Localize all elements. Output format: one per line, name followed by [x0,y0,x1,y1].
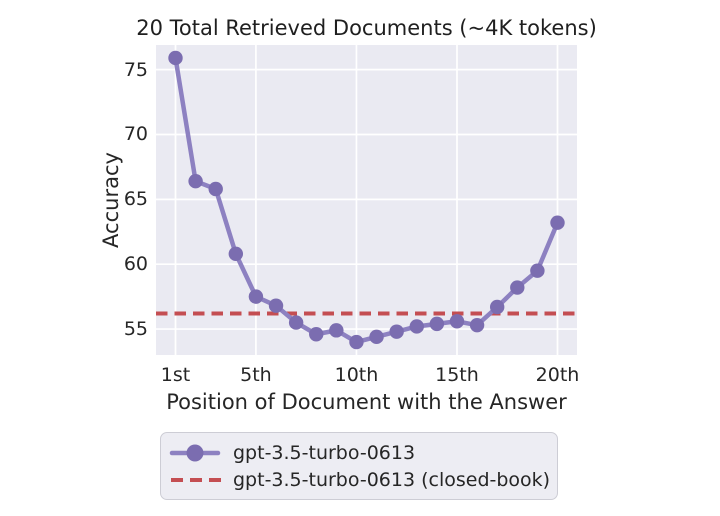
data-point-marker [550,215,565,230]
legend-label: gpt-3.5-turbo-0613 [233,441,416,464]
chart-title: 20 Total Retrieved Documents (~4K tokens… [136,16,597,40]
x-tick-label: 15th [435,364,479,386]
data-point-marker [228,246,244,262]
y-tick-label: 70 [123,123,148,146]
data-point-marker [510,280,525,295]
y-tick-label: 65 [123,188,148,211]
data-point-marker [349,334,364,350]
legend-line-marker-sample [169,444,221,461]
y-tick-label: 55 [123,318,148,341]
data-point-marker [168,50,183,66]
data-point-marker [208,181,223,197]
legend: gpt-3.5-turbo-0613 gpt-3.5-turbo-0613 (c… [160,432,558,500]
legend-item: gpt-3.5-turbo-0613 [169,439,545,466]
x-tick-label: 1st [160,364,191,386]
data-point-marker [530,263,545,278]
data-point-marker [288,315,304,330]
data-point-marker [449,314,465,329]
data-point-marker [469,317,485,333]
x-tick-label: 10th [334,364,379,386]
data-point-marker [309,327,324,342]
data-point-marker [329,323,344,338]
data-point-marker [429,316,445,332]
data-point-marker [389,324,404,339]
y-tick-label: 75 [123,58,148,81]
x-tick-label: 20th [535,364,580,386]
data-point-marker [489,299,505,315]
plot-canvas [156,45,577,355]
data-point-marker [188,173,203,189]
plot-area [156,45,577,355]
y-tick-label: 60 [123,253,148,276]
legend-label: gpt-3.5-turbo-0613 (closed-book) [233,468,551,491]
legend-dashed-line-sample [171,477,221,482]
data-point-marker [268,298,284,313]
x-tick-label: 5th [240,364,272,386]
data-point-marker [409,319,424,334]
x-axis-label: Position of Document with the Answer [166,390,567,414]
legend-item: gpt-3.5-turbo-0613 (closed-book) [169,466,550,493]
data-point-marker [369,329,384,345]
data-point-marker [248,289,264,304]
